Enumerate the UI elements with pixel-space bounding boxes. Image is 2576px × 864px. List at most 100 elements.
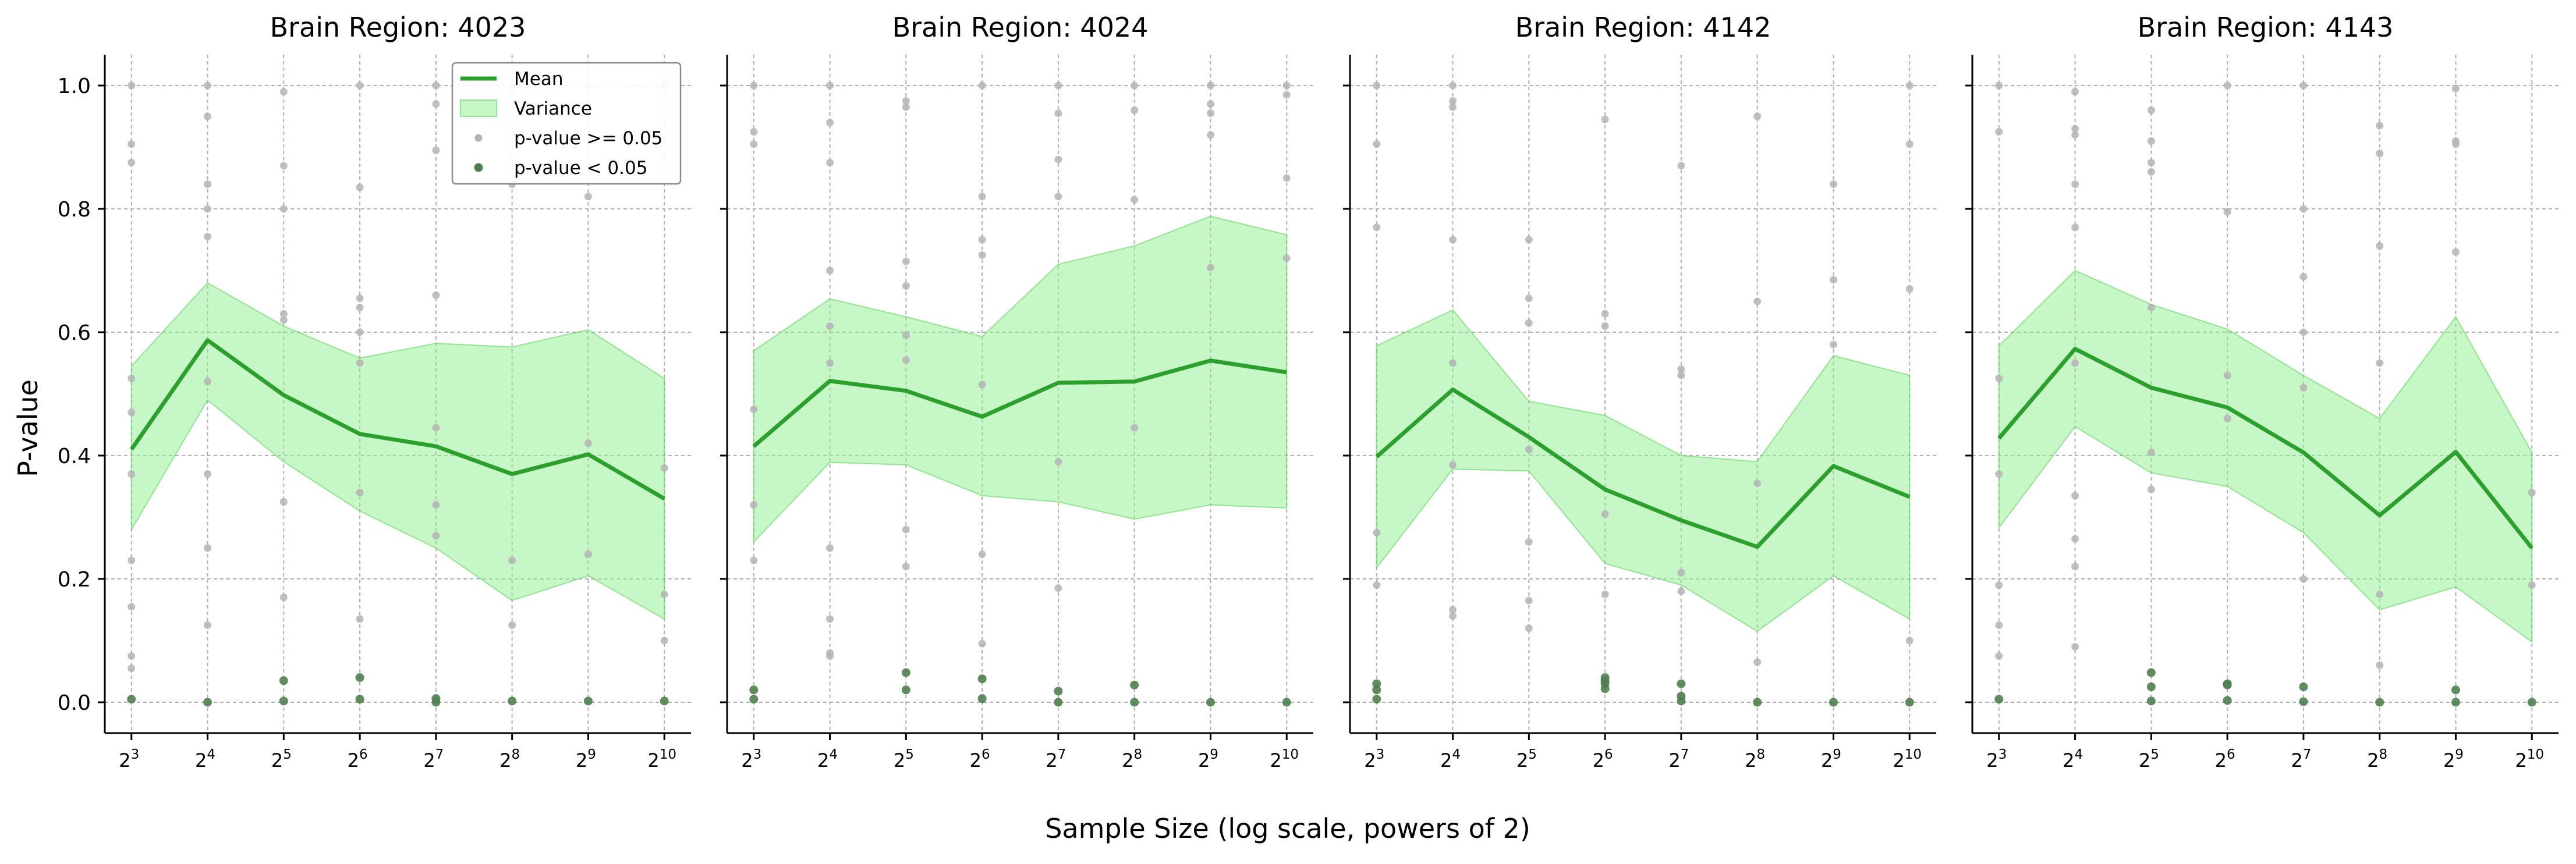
point-nonsig [2147,168,2155,176]
mean-line [1375,387,1911,549]
legend-label: p-value < 0.05 [514,158,647,179]
point-nonsig [2451,84,2460,93]
x-tick-label: 27 [1046,747,1066,771]
point-nonsig [2147,159,2155,166]
point-nonsig [750,128,758,136]
point-nonsig [2376,122,2384,130]
point-nonsig [978,550,986,559]
point-nonsig [432,501,440,509]
point-sig [1130,698,1139,707]
point-nonsig [2071,535,2079,543]
point-nonsig [1449,81,1457,90]
point-nonsig [1525,319,1533,327]
x-tick-label: 210 [1893,747,1922,771]
point-nonsig [2071,643,2079,651]
point-sig [1994,695,2004,704]
point-nonsig [1995,621,2003,629]
point-sig [1372,685,1381,695]
point-sig [2299,682,2308,691]
point-nonsig [279,88,288,96]
point-nonsig [1373,140,1381,148]
point-nonsig [1753,297,1762,305]
x-tick-label: 26 [348,747,368,771]
point-sig [2146,696,2156,706]
point-nonsig [1449,606,1457,614]
point-nonsig [2528,581,2536,589]
point-nonsig [1054,109,1062,118]
point-nonsig [2299,575,2308,583]
point-nonsig [1829,340,1837,349]
x-tick-label: 25 [1516,747,1537,771]
point-nonsig [356,304,364,312]
point-nonsig [1449,461,1457,469]
point-nonsig [1449,359,1457,367]
point-sig [1677,679,1686,688]
point-sig [901,668,910,677]
point-nonsig [279,162,288,170]
point-nonsig [750,406,758,413]
point-nonsig [1677,371,1685,379]
point-nonsig [2071,492,2079,500]
point-nonsig [1206,131,1214,139]
point-sig [1372,695,1381,704]
point-sig [2451,698,2460,707]
point-nonsig [902,563,910,571]
point-sig [355,695,364,704]
point-nonsig [1905,81,1914,90]
point-nonsig [2299,81,2308,90]
point-nonsig [1373,81,1381,90]
point-sig [1677,696,1686,706]
point-nonsig [1449,97,1457,105]
point-nonsig [2451,140,2460,148]
point-nonsig [1677,568,1685,577]
y-tick-label: 0.4 [58,445,91,468]
point-nonsig [584,550,592,559]
point-sig [127,695,136,704]
point-nonsig [279,310,288,318]
point-nonsig [1206,81,1214,90]
x-tick-label: 26 [1593,747,1613,771]
point-nonsig [432,291,440,299]
point-nonsig [1677,162,1685,170]
point-sig [2146,682,2156,691]
point-nonsig [1905,140,1914,148]
legend-label: Mean [514,69,563,90]
point-sig [977,694,987,703]
point-nonsig [978,251,986,259]
point-nonsig [1206,100,1214,108]
point-nonsig [978,639,986,648]
point-nonsig [1753,658,1762,666]
point-nonsig [902,331,910,339]
point-nonsig [826,652,834,660]
point-nonsig [279,593,288,602]
point-nonsig [356,359,364,367]
point-nonsig [978,236,986,244]
point-nonsig [1449,612,1457,620]
point-nonsig [1829,276,1837,284]
point-sig [1206,698,1215,707]
legend-swatch-variance [460,99,497,117]
point-nonsig [826,615,834,623]
point-nonsig [508,556,516,564]
point-nonsig [902,97,910,105]
point-nonsig [2147,137,2155,145]
point-sig [203,698,212,707]
point-nonsig [902,257,910,265]
point-nonsig [1601,115,1609,123]
x-tick-label: 24 [817,747,838,771]
point-nonsig [1131,81,1139,90]
point-nonsig [1373,529,1381,536]
point-sig [431,698,441,707]
x-tick-label: 24 [2063,747,2083,771]
mean-line [1997,347,2534,550]
point-nonsig [204,81,212,90]
point-nonsig [1753,112,1762,120]
x-tick-label: 29 [2443,747,2464,771]
x-tick-label: 23 [1986,747,2007,771]
point-nonsig [1525,236,1533,244]
point-nonsig [127,603,136,611]
point-nonsig [1449,103,1457,111]
point-sig [977,674,987,684]
point-nonsig [1054,193,1062,201]
figure-xlabel: Sample Size (log scale, powers of 2) [1045,813,1530,844]
